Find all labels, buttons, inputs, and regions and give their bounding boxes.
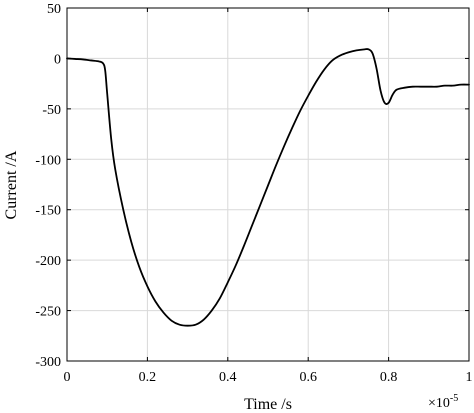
x-tick-labels: 0 0.2 0.4 0.6 0.8 1 (64, 370, 473, 385)
x-tick-label: 0.6 (299, 370, 317, 385)
y-tick-labels: 50 0 -50 -100 -150 -200 -250 -300 (35, 2, 61, 370)
series-line (66, 48, 470, 327)
y-tick-label: 50 (47, 2, 61, 17)
y-axis-title: Current /A (3, 150, 20, 219)
grid-lines (67, 8, 469, 361)
y-tick-label: -300 (35, 355, 61, 370)
x-tick-label: 0.4 (219, 370, 237, 385)
y-tick-label: -250 (35, 305, 61, 320)
x-axis-title: Time /s (244, 396, 292, 413)
y-tick-label: 0 (54, 52, 61, 67)
series-group (66, 48, 470, 327)
x-tick-label: 0.8 (380, 370, 398, 385)
plot-frame (66, 7, 470, 362)
y-tick-label: -100 (35, 153, 61, 168)
x-tick-label: 0.2 (139, 370, 157, 385)
y-tick-label: -150 (35, 204, 61, 219)
y-tick-label: -50 (42, 103, 61, 118)
x-tick-label: 1 (466, 370, 473, 385)
x-exponent-label: ×10-5 (428, 393, 458, 411)
x-exponent-base: ×10 (428, 396, 450, 411)
y-tick-label: -200 (35, 254, 61, 269)
x-exponent-power: -5 (450, 393, 458, 404)
x-tick-label: 0 (64, 370, 71, 385)
